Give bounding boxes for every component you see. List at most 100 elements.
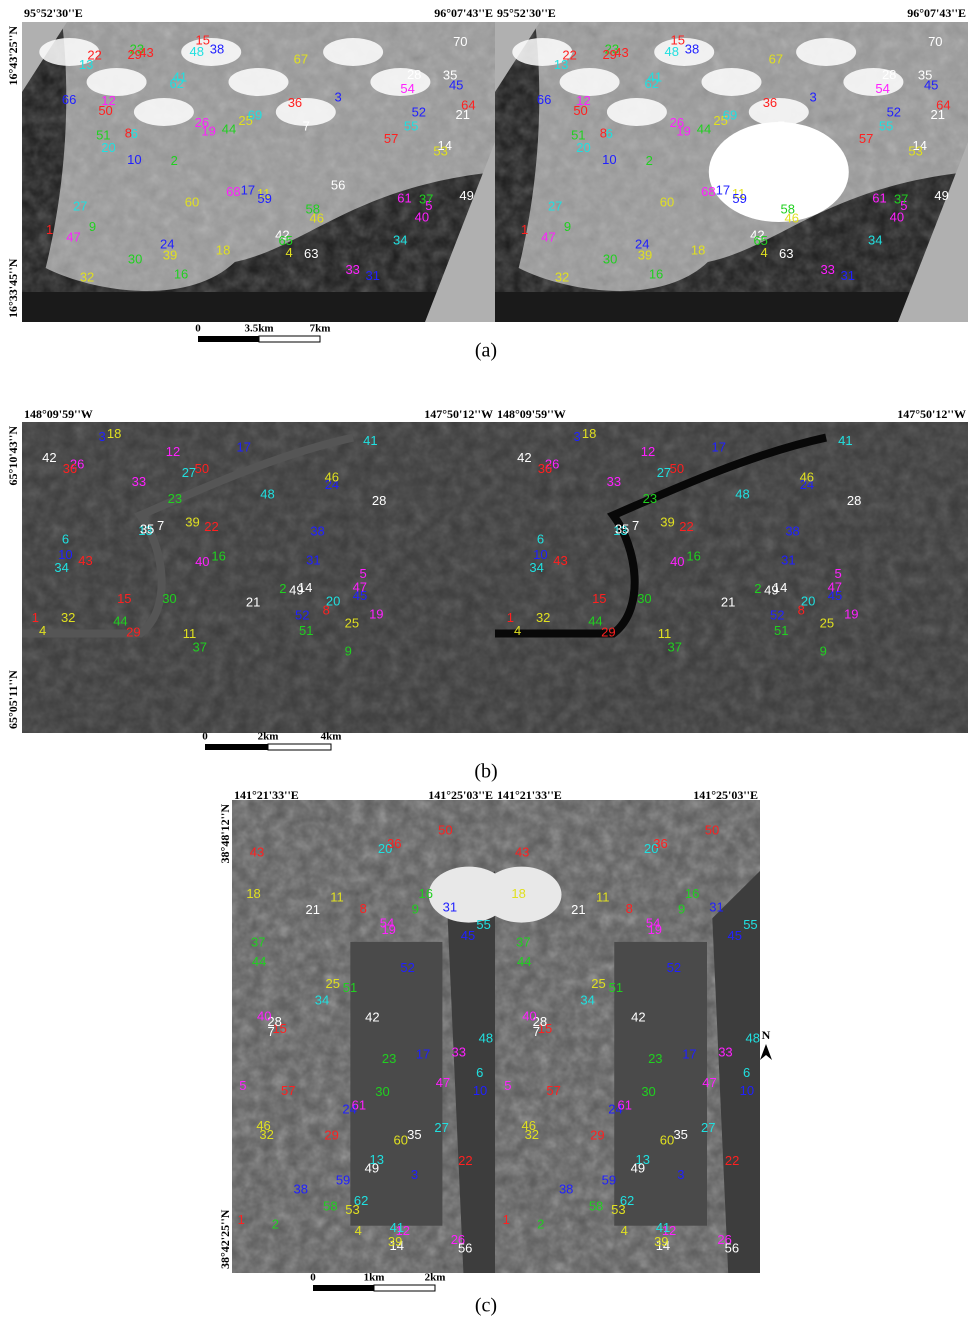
point-label: 34 (580, 993, 594, 1008)
point-label: 19 (844, 607, 858, 622)
point-label: 54 (380, 916, 394, 931)
point-label: 62 (170, 76, 184, 91)
point-label: 30 (637, 591, 651, 606)
point-label: 52 (667, 960, 681, 975)
cloud (607, 98, 667, 126)
point-label: 37 (516, 934, 530, 949)
point-label: 47 (353, 579, 367, 594)
point-label: 45 (449, 77, 463, 92)
point-label: 18 (511, 886, 525, 901)
point-label: 5 (239, 1078, 246, 1093)
point-label: 46 (256, 1118, 270, 1133)
lat-top: 16°43'25''N (6, 26, 20, 86)
point-label: 64 (461, 98, 475, 113)
point-label: 36 (653, 836, 667, 851)
point-label: 8 (360, 901, 367, 916)
point-label: 48 (735, 487, 749, 502)
point-label: 52 (770, 608, 784, 623)
point-label: 50 (573, 103, 587, 118)
point-label: 3 (574, 429, 581, 444)
scale-label: 1km (364, 1272, 385, 1284)
point-label: 39 (660, 515, 674, 530)
point-label: 51 (299, 623, 313, 638)
point-label: 10 (602, 152, 616, 167)
point-label: 30 (162, 591, 176, 606)
point-label: 37 (894, 192, 908, 207)
point-label: 22 (204, 519, 218, 534)
point-label: 31 (306, 552, 320, 567)
scale-label: 4km (321, 731, 342, 743)
point-label: 50 (705, 822, 719, 837)
scale-label: 2km (258, 731, 279, 743)
point-label: 49 (459, 188, 473, 203)
point-label: 32 (80, 270, 94, 285)
point-label: 37 (251, 934, 265, 949)
point-label: 69 (723, 108, 737, 123)
point-label: 52 (295, 608, 309, 623)
point-label: 52 (887, 104, 901, 119)
point-label: 44 (697, 122, 711, 137)
point-label: 45 (924, 77, 938, 92)
point-label: 59 (257, 191, 271, 206)
point-label: 54 (646, 916, 660, 931)
point-label: 26 (195, 115, 209, 130)
point-label: 2 (754, 581, 761, 596)
point-label: 56 (806, 177, 820, 192)
point-label: 15 (592, 591, 606, 606)
point-label: 67 (294, 52, 308, 67)
satellite-image: 1234567891011121314151617181920212223242… (495, 422, 968, 733)
lat-bottom: 16°33'45''N (6, 258, 20, 318)
point-label: 7 (157, 518, 164, 533)
point-label: 31 (443, 899, 457, 914)
point-label: 42 (517, 450, 531, 465)
point-label: 32 (536, 610, 550, 625)
point-label: 60 (394, 1132, 408, 1147)
point-label: 50 (438, 822, 452, 837)
point-label: 27 (73, 198, 87, 213)
point-label: 18 (246, 886, 260, 901)
point-label: 41 (363, 433, 377, 448)
point-label: 32 (555, 270, 569, 285)
point-label: 23 (168, 491, 182, 506)
point-label: 55 (743, 917, 757, 932)
point-label: 63 (304, 246, 318, 261)
point-label: 27 (548, 198, 562, 213)
point-label: 15 (117, 591, 131, 606)
point-label: 25 (820, 615, 834, 630)
point-label: 17 (416, 1047, 430, 1062)
point-label: 47 (702, 1075, 716, 1090)
scale-label: 3.5km (244, 323, 273, 335)
point-label: 59 (602, 1173, 616, 1188)
point-label: 35 (673, 1127, 687, 1142)
point-label: 39 (163, 247, 177, 262)
point-label: 1 (32, 610, 39, 625)
point-label: 43 (250, 845, 264, 860)
point-label: 51 (571, 127, 585, 142)
point-label: 48 (479, 1031, 493, 1046)
point-label: 25 (591, 976, 605, 991)
point-label: 38 (559, 1181, 573, 1196)
point-label: 62 (645, 76, 659, 91)
image-content: 1234567891011121314151617181920212223242… (482, 800, 761, 1273)
point-label: 43 (139, 45, 153, 60)
point-label: 2 (272, 1217, 279, 1232)
point-label: 1 (521, 222, 528, 237)
point-label: 41 (838, 433, 852, 448)
lon-right: 141°25'03''E (693, 788, 758, 802)
point-label: 17 (716, 182, 730, 197)
point-label: 49 (365, 1160, 379, 1175)
point-label: 67 (769, 52, 783, 67)
point-label: 28 (847, 493, 861, 508)
point-label: 9 (820, 643, 827, 658)
point-label: 52 (412, 104, 426, 119)
point-label: 33 (820, 262, 834, 277)
point-label: 61 (618, 1097, 632, 1112)
point-label: 49 (289, 583, 303, 598)
point-label: 50 (670, 461, 684, 476)
point-label: 70 (453, 34, 467, 49)
point-label: 1 (238, 1212, 245, 1227)
point-label: 62 (620, 1193, 634, 1208)
point-label: 2 (279, 581, 286, 596)
point-label: 34 (868, 233, 882, 248)
point-label: 47 (436, 1075, 450, 1090)
